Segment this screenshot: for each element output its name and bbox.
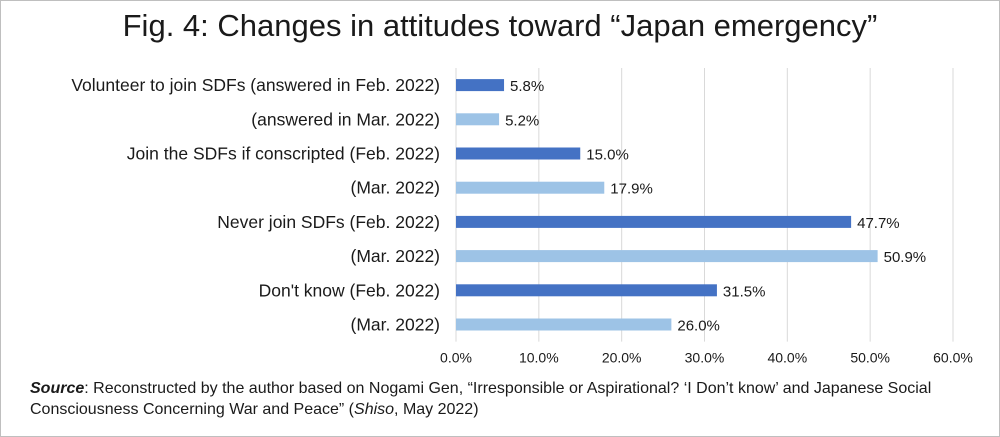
bar: [456, 250, 878, 263]
bar: [456, 284, 717, 297]
x-tick-label: 10.0%: [519, 350, 559, 366]
category-label: (answered in Mar. 2022): [251, 109, 440, 129]
bar: [456, 215, 852, 228]
chart-title: Fig. 4: Changes in attitudes toward “Jap…: [122, 8, 878, 43]
bar: [456, 318, 672, 331]
data-label: 31.5%: [723, 283, 766, 300]
bar: [456, 113, 500, 126]
bar: [456, 147, 581, 160]
data-label: 50.9%: [884, 249, 927, 266]
source-text-after: , May 2022): [394, 401, 479, 418]
x-tick-label: 30.0%: [685, 350, 725, 366]
category-label: (Mar. 2022): [351, 178, 440, 198]
data-label: 47.7%: [857, 215, 900, 232]
category-label: Join the SDFs if conscripted (Feb. 2022): [127, 144, 440, 164]
category-label: Volunteer to join SDFs (answered in Feb.…: [71, 75, 440, 95]
bar: [456, 181, 605, 194]
source-journal: Shiso: [354, 401, 395, 418]
x-tick-label: 40.0%: [767, 350, 807, 366]
source-label: Source: [30, 380, 85, 397]
source-text-before: Reconstructed by the author based on Nog…: [30, 380, 932, 418]
data-label: 5.2%: [505, 112, 539, 129]
category-label: (Mar. 2022): [351, 315, 440, 335]
category-label: Don't know (Feb. 2022): [259, 280, 440, 300]
category-label: (Mar. 2022): [351, 246, 440, 266]
source-colon: :: [84, 380, 89, 397]
x-tick-label: 50.0%: [850, 350, 890, 366]
x-tick-label: 60.0%: [933, 350, 973, 366]
x-tick-label: 20.0%: [602, 350, 642, 366]
source-note: Source: Reconstructed by the author base…: [30, 378, 980, 420]
data-label: 5.8%: [510, 78, 544, 95]
bar: [456, 79, 505, 92]
category-label: Never join SDFs (Feb. 2022): [217, 212, 440, 232]
data-label: 26.0%: [677, 318, 720, 335]
data-label: 15.0%: [586, 147, 629, 164]
data-label: 17.9%: [610, 181, 653, 198]
x-tick-label: 0.0%: [440, 350, 472, 366]
